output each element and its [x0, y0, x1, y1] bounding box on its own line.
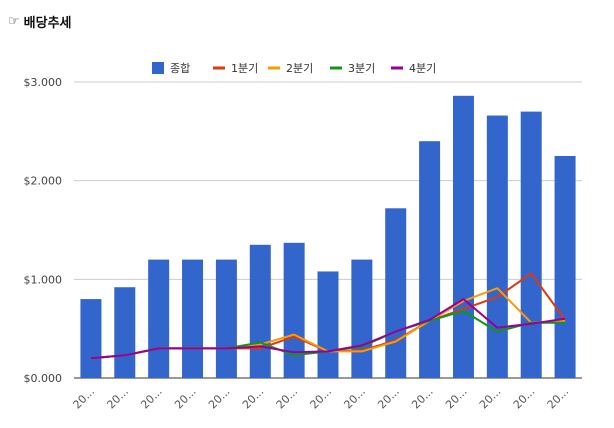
bar: [520, 111, 542, 378]
x-tick-label: 20...: [511, 385, 538, 412]
bar: [249, 244, 271, 378]
section-header: ☞ 배당추세: [8, 10, 72, 32]
legend-label: 1분기: [231, 62, 258, 75]
bar: [114, 287, 136, 378]
legend-swatch-bar: [152, 62, 164, 74]
bar: [351, 259, 373, 378]
legend-label: 종합: [170, 62, 190, 75]
bar: [148, 259, 170, 378]
bar: [554, 156, 576, 378]
legend-label: 3분기: [348, 62, 375, 75]
bar: [182, 259, 204, 378]
x-tick-label: 20...: [206, 385, 233, 412]
y-tick-label: $0.000: [24, 372, 63, 385]
bar: [385, 208, 407, 378]
x-tick-label: 20...: [443, 385, 470, 412]
x-tick-label: 20...: [71, 385, 98, 412]
bar: [317, 271, 339, 378]
pointing-hand-icon: ☞: [8, 13, 20, 29]
x-tick-label: 20...: [274, 385, 301, 412]
x-tick-label: 20...: [240, 385, 267, 412]
section-title: 배당추세: [23, 15, 72, 31]
x-tick-label: 20...: [375, 385, 402, 412]
y-tick-label: $2.000: [24, 175, 63, 188]
bar: [419, 141, 441, 378]
legend-label: 2분기: [286, 62, 313, 75]
bar: [80, 299, 102, 378]
y-tick-label: $3.000: [24, 76, 63, 89]
x-tick-label: 20...: [308, 385, 335, 412]
series-line: [90, 298, 566, 360]
y-tick-label: $1.000: [24, 273, 63, 286]
x-tick-label: 20...: [409, 385, 436, 412]
x-tick-label: 20...: [104, 385, 131, 412]
x-tick-label: 20...: [138, 385, 165, 412]
legend-label: 4분기: [409, 62, 436, 75]
bar: [283, 242, 305, 378]
bar: [215, 259, 237, 378]
x-tick-label: 20...: [341, 385, 368, 412]
bar: [452, 95, 474, 379]
x-tick-label: 20...: [172, 385, 199, 412]
x-tick-label: 20...: [477, 385, 504, 412]
bar: [486, 115, 508, 379]
x-tick-label: 20...: [545, 385, 572, 412]
